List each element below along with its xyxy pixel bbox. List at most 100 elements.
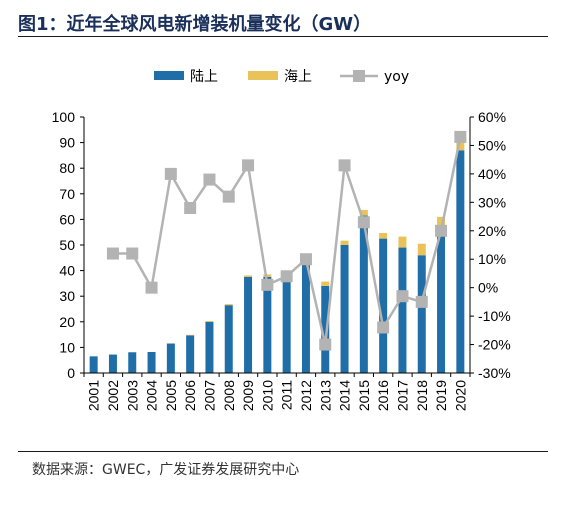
offshore-bar [437,216,446,230]
x-tick-label: 2005 [163,380,179,411]
x-tick-label: 2007 [201,380,217,411]
yoy-marker [222,190,235,203]
onshore-bar [147,352,156,373]
left-tick-label: 80 [59,160,75,176]
x-axis: 2001 2002 2003 2004 2005 2006 2007 2008 2009 2010… [83,372,471,411]
left-tick-label: 50 [59,237,75,253]
right-y-axis: -30% -20% -10% 0% 10% 20% 30% 40% 50% 60% [469,109,511,381]
left-tick-label: 40 [59,263,75,279]
right-tick-label: -10% [478,308,511,324]
x-tick-label: 2002 [105,380,121,411]
onshore-bar [340,245,349,373]
onshore-bar [301,260,310,373]
onshore-bar [205,321,214,373]
right-tick-label: 20% [478,223,506,239]
x-tick-label: 2020 [452,380,468,411]
x-tick-label: 2012 [298,380,314,411]
yoy-marker [203,173,216,186]
legend-swatch-offshore [248,71,278,80]
yoy-marker [184,202,197,215]
right-tick-label: -30% [478,365,511,381]
yoy-marker [126,247,139,260]
yoy-marker [415,295,428,308]
offshore-bar [398,236,407,248]
onshore-bar [359,215,368,373]
left-tick-label: 30 [59,288,75,304]
yoy-marker [261,278,274,291]
left-tick-label: 60 [59,211,75,227]
yoy-line-series [106,130,467,351]
x-tick-label: 2010 [259,380,275,411]
onshore-bar [108,354,117,373]
yoy-marker [454,130,467,143]
legend-marker-yoy [353,70,365,82]
x-tick-label: 2013 [317,380,333,411]
yoy-marker [377,321,390,334]
source-divider [18,451,548,452]
onshore-bar [282,273,291,373]
right-tick-label: 10% [478,251,506,267]
chart-legend: 陆上 海上 yoy [154,69,409,85]
right-tick-label: 30% [478,194,506,210]
x-tick-label: 2003 [124,380,140,411]
x-tick-label: 2018 [414,380,430,411]
onshore-bar [263,277,272,373]
left-tick-label: 20 [59,314,75,330]
x-tick-label: 2011 [279,380,295,410]
yoy-marker [106,247,119,260]
legend-label-yoy: yoy [384,69,409,85]
yoy-marker [338,159,351,172]
x-tick-label: 2001 [86,380,102,411]
x-tick-label: 2017 [394,380,410,411]
yoy-marker [357,216,370,229]
left-y-axis: 0 10 20 30 40 50 60 70 80 90 100 [52,109,85,381]
offshore-bar [417,243,426,256]
right-tick-label: 40% [478,166,506,182]
onshore-bar [456,150,465,373]
onshore-bar [398,247,407,373]
left-tick-label: 90 [59,135,75,151]
right-tick-label: 0% [478,280,498,296]
left-tick-label: 10 [59,339,75,355]
onshore-bar [437,229,446,373]
bar-series [89,134,465,373]
offshore-bar [205,321,214,322]
figure-title: 图1：近年全球风电新增装机量变化（GW） [18,14,372,35]
yoy-marker [299,253,312,266]
offshore-bar [186,334,195,336]
offshore-bar [244,275,253,277]
legend-label-onshore: 陆上 [190,69,218,85]
onshore-bar [224,305,233,373]
right-tick-label: 50% [478,137,506,153]
left-tick-label: 70 [59,186,75,202]
yoy-marker [319,338,332,351]
title-divider [18,36,548,37]
offshore-bar [379,232,388,239]
legend-label-offshore: 海上 [284,69,312,85]
x-tick-label: 2006 [182,380,198,411]
onshore-bar [417,255,426,373]
right-tick-label: 60% [478,109,506,125]
x-tick-label: 2008 [221,380,237,411]
offshore-bar [224,304,233,306]
onshore-bar [166,343,175,373]
offshore-bar [359,209,368,216]
x-tick-label: 2014 [337,380,353,411]
left-tick-label: 100 [52,109,76,125]
offshore-bar [263,274,272,277]
yoy-marker [242,159,255,172]
yoy-marker [280,270,293,283]
x-tick-label: 2016 [375,380,391,411]
right-tick-label: -20% [478,337,511,353]
onshore-bar [186,335,195,373]
x-tick-label: 2009 [240,380,256,411]
onshore-bar [379,238,388,373]
onshore-bar [128,352,137,373]
onshore-bar [89,356,98,373]
yoy-marker [164,167,177,180]
yoy-marker [396,290,409,303]
x-tick-label: 2015 [356,380,372,411]
x-tick-label: 2004 [144,380,160,411]
source-note: 数据来源：GWEC，广发证券发展研究中心 [32,462,300,478]
